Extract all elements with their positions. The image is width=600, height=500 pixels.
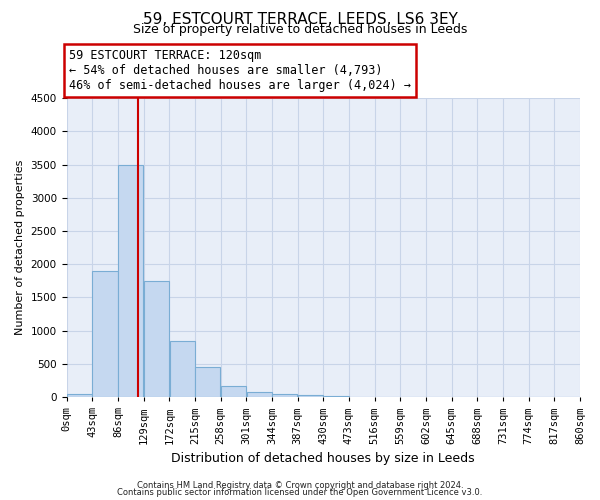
- Bar: [118, 164, 143, 397]
- Text: Contains public sector information licensed under the Open Government Licence v3: Contains public sector information licen…: [118, 488, 482, 497]
- Bar: [67, 394, 92, 397]
- Bar: [144, 281, 169, 397]
- Bar: [221, 386, 246, 397]
- Bar: [323, 396, 349, 397]
- Bar: [92, 271, 118, 397]
- X-axis label: Distribution of detached houses by size in Leeds: Distribution of detached houses by size …: [172, 452, 475, 465]
- Text: Size of property relative to detached houses in Leeds: Size of property relative to detached ho…: [133, 22, 467, 36]
- Bar: [298, 395, 323, 397]
- Text: 59 ESTCOURT TERRACE: 120sqm
← 54% of detached houses are smaller (4,793)
46% of : 59 ESTCOURT TERRACE: 120sqm ← 54% of det…: [69, 49, 411, 92]
- Bar: [195, 367, 220, 397]
- Bar: [170, 340, 194, 397]
- Y-axis label: Number of detached properties: Number of detached properties: [15, 160, 25, 336]
- Text: 59, ESTCOURT TERRACE, LEEDS, LS6 3EY: 59, ESTCOURT TERRACE, LEEDS, LS6 3EY: [143, 12, 457, 28]
- Bar: [247, 392, 272, 397]
- Bar: [272, 394, 297, 397]
- Text: Contains HM Land Registry data © Crown copyright and database right 2024.: Contains HM Land Registry data © Crown c…: [137, 480, 463, 490]
